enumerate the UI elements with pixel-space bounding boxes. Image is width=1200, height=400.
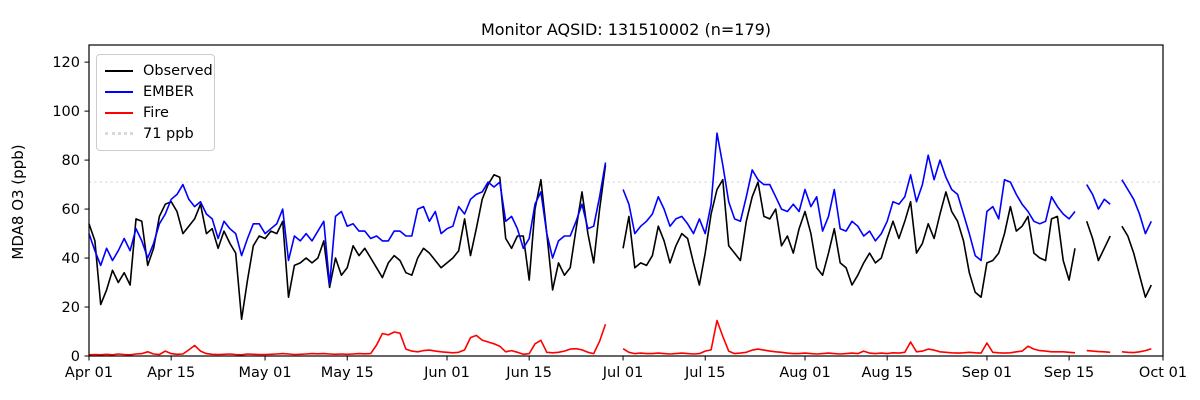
observed-line (1085, 221, 1111, 262)
x-tick-label: Apr 01 (65, 365, 113, 381)
ember-line (88, 162, 607, 286)
legend-label: 71 ppb (143, 125, 194, 142)
x-tick-label: Oct 01 (1139, 365, 1187, 381)
y-tick-label: 80 (62, 153, 80, 169)
legend-label: Fire (143, 104, 169, 121)
ember-line (1086, 184, 1111, 210)
x-tick-label: Apr 15 (147, 365, 195, 381)
fire-line (1121, 347, 1152, 354)
observed-line (1121, 225, 1153, 299)
x-tick-label: Sep 15 (1044, 365, 1094, 381)
fire-line-swatch (105, 111, 133, 114)
chart-title: Monitor AQSID: 131510002 (n=179) (480, 20, 772, 39)
x-tick-label: Jul 01 (602, 365, 644, 381)
fire-line (622, 319, 1076, 355)
observed-line-swatch (105, 69, 133, 72)
legend-entry-observed: Observed (105, 60, 213, 81)
legend-entry-threshold: 71 ppb (105, 123, 205, 144)
y-tick-label: 20 (62, 300, 80, 316)
x-tick-label: Jun 01 (423, 365, 470, 381)
y-axis-label: MDA8 O3 (ppb) (9, 144, 27, 260)
y-tick-label: 0 (71, 349, 80, 365)
legend-entry-ember: EMBER (105, 81, 205, 102)
threshold-line-swatch (105, 132, 133, 135)
ember-line-swatch (105, 90, 133, 93)
legend-label: EMBER (143, 83, 194, 100)
observed-line (622, 178, 1076, 299)
y-tick-label: 100 (52, 104, 80, 120)
ember-line (622, 132, 1076, 262)
x-tick-label: Aug 15 (861, 365, 912, 381)
legend-label: Observed (143, 62, 213, 79)
fire-line (1086, 349, 1111, 354)
x-tick-label: Jun 15 (505, 365, 552, 381)
y-tick-label: 120 (52, 55, 80, 71)
y-tick-label: 60 (62, 202, 80, 218)
x-tick-label: Jul 15 (684, 365, 726, 381)
legend: Observed EMBER Fire 71 ppb (96, 54, 215, 151)
x-tick-label: Aug 01 (779, 365, 830, 381)
ember-line (1121, 179, 1153, 235)
x-tick-label: Sep 01 (962, 365, 1012, 381)
observed-line (88, 164, 607, 321)
legend-entry-fire: Fire (105, 102, 205, 123)
y-tick-label: 40 (62, 251, 80, 267)
x-tick-label: May 01 (239, 365, 292, 381)
x-tick-label: May 15 (321, 365, 374, 381)
fire-line (88, 323, 607, 356)
plot-frame (88, 44, 1164, 357)
